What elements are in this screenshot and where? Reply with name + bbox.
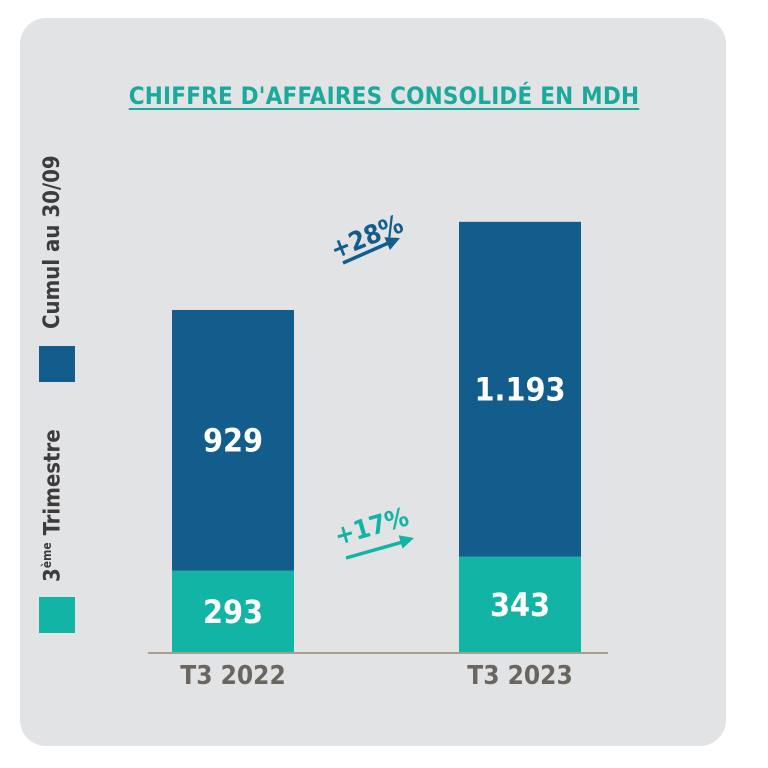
growth-arrow-shaft xyxy=(345,538,409,560)
legend-swatch-quarter xyxy=(39,597,75,633)
bar-quarter-1 xyxy=(172,570,294,653)
bar-quarter-2 xyxy=(459,556,581,653)
bar-value-label: 1.193 xyxy=(474,370,565,408)
growth-arrow-shaft xyxy=(342,238,395,265)
bar-cumul-1 xyxy=(172,309,294,571)
category-tick-label: T3 2022 xyxy=(180,661,285,691)
growth-arrow-head xyxy=(384,237,400,251)
bar-value-label: 293 xyxy=(203,593,263,631)
bar-value-label: 929 xyxy=(203,421,263,459)
bar-cumul-2 xyxy=(459,221,581,557)
growth-arrow-head xyxy=(398,535,414,549)
growth-annotation-label: +28% xyxy=(326,210,407,266)
legend-swatch-cumul xyxy=(39,346,75,382)
growth-annotation-label: +17% xyxy=(331,502,412,552)
chart-card xyxy=(20,18,726,746)
bar-value-label: 343 xyxy=(490,586,550,624)
chart-title: CHIFFRE D'AFFAIRES CONSOLIDÉ EN MDH xyxy=(128,82,640,110)
category-tick-label: T3 2023 xyxy=(467,661,572,691)
